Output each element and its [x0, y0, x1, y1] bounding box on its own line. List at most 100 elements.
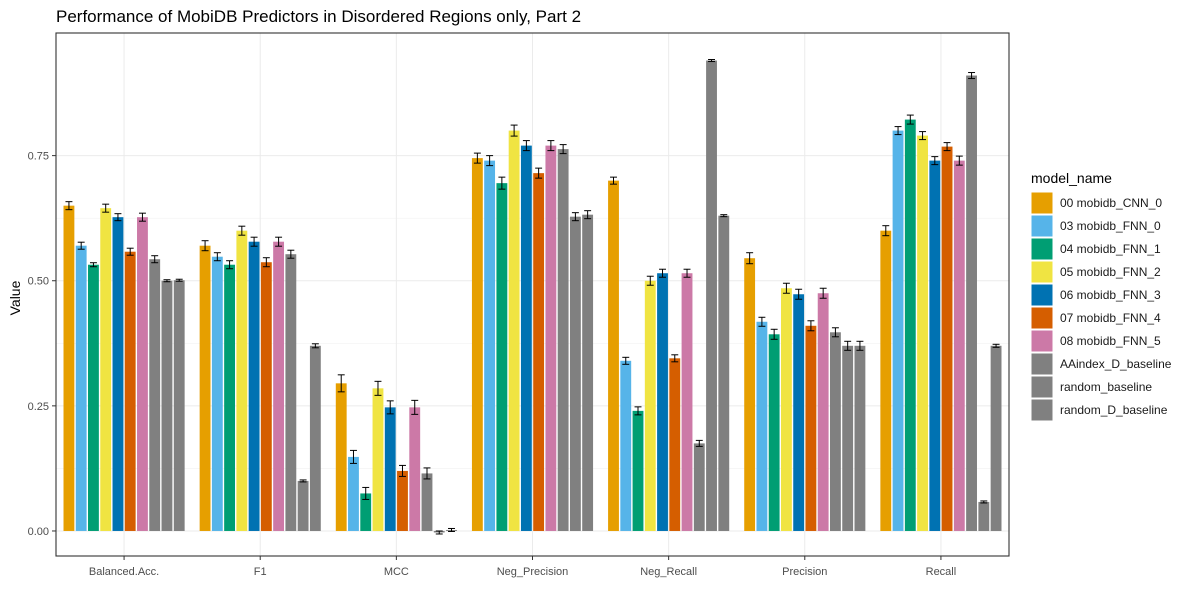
error-bar — [126, 247, 134, 256]
error-bar — [275, 236, 283, 247]
y-tick-label: 0.25 — [28, 401, 49, 413]
error-bar — [795, 288, 803, 300]
bar — [409, 407, 421, 531]
error-bar — [287, 249, 295, 259]
error-bar — [856, 340, 864, 351]
error-bar — [411, 399, 419, 415]
error-bar — [559, 144, 567, 155]
error-bar — [584, 210, 592, 220]
error-bar — [510, 124, 518, 137]
error-bar — [349, 449, 357, 464]
bar — [829, 332, 841, 531]
bar — [496, 183, 508, 531]
error-bar — [671, 354, 679, 363]
error-bar — [151, 255, 159, 264]
error-bar — [522, 140, 530, 152]
error-bar — [968, 72, 976, 80]
error-bar — [486, 155, 494, 167]
bar — [397, 470, 408, 531]
bar — [917, 135, 928, 531]
legend-key — [1030, 306, 1054, 330]
legend-label: 03 mobidb_FNN_0 — [1060, 219, 1161, 233]
axis-layer: 0.00 0.25 0.50 0.75 Balanced.Acc. F1 MCC Neg_Pr… — [28, 32, 1010, 578]
error-bar — [931, 156, 939, 166]
error-bar — [758, 316, 766, 327]
bar — [632, 410, 644, 531]
bar — [941, 146, 953, 531]
bar — [854, 345, 866, 531]
error-bar — [831, 327, 839, 338]
error-bar — [720, 214, 728, 218]
bar — [817, 293, 829, 531]
error-bar — [77, 241, 85, 250]
bar — [75, 245, 87, 531]
error-bar — [844, 340, 852, 351]
y-tick-label: 0.00 — [28, 526, 49, 538]
legend-layer: 00 mobidb_CNN_0 03 mobidb_FNN_0 04 mobidb_… — [1030, 191, 1172, 422]
x-tick-label: Recall — [926, 566, 957, 578]
error-bar — [337, 374, 345, 393]
error-bar — [708, 59, 716, 63]
bar — [904, 119, 916, 531]
error-bar — [992, 343, 1000, 348]
bar — [990, 345, 1002, 531]
bar — [892, 130, 904, 531]
grid-layer — [56, 33, 1009, 556]
error-bar — [374, 380, 382, 396]
legend-label: random_D_baseline — [1060, 403, 1168, 417]
error-bar — [311, 343, 319, 349]
bar — [471, 158, 483, 531]
bar — [978, 501, 990, 531]
error-bar — [770, 328, 778, 340]
legend-key — [1030, 329, 1054, 353]
error-bar — [213, 252, 221, 262]
error-bar — [695, 439, 703, 447]
bar — [793, 294, 805, 531]
bar — [224, 264, 236, 531]
bar — [63, 205, 75, 531]
error-bar — [399, 464, 406, 477]
x-tick-label: Precision — [782, 566, 827, 578]
bar — [582, 214, 594, 531]
legend-key — [1030, 214, 1054, 238]
error-bar — [175, 278, 183, 282]
error-bar — [807, 320, 815, 332]
bar — [112, 217, 124, 531]
bar — [880, 230, 892, 531]
bar — [260, 262, 272, 531]
legend-key — [1030, 283, 1054, 307]
bar — [161, 280, 173, 531]
error-bar — [882, 225, 890, 237]
bar — [569, 216, 581, 531]
bars-layer — [63, 59, 1002, 535]
error-bar — [299, 479, 307, 483]
bar — [768, 334, 780, 531]
error-bar — [163, 279, 171, 283]
bar — [669, 358, 681, 531]
y-axis-label: Value — [7, 280, 23, 315]
bar — [681, 273, 693, 531]
error-bar — [746, 252, 754, 265]
error-bar — [634, 406, 642, 416]
error-bar — [919, 131, 927, 141]
bar — [533, 173, 545, 531]
error-bar — [201, 240, 209, 252]
error-bar — [943, 142, 951, 152]
bar — [780, 288, 792, 531]
bar — [756, 321, 768, 531]
bar — [744, 258, 756, 531]
bar — [372, 388, 384, 531]
bar — [199, 245, 211, 531]
bar — [124, 251, 136, 531]
bar — [149, 259, 161, 531]
error-bar — [362, 486, 370, 500]
legend-label: 08 mobidb_FNN_5 — [1060, 334, 1161, 348]
error-bar — [226, 260, 234, 270]
legend-label: 06 mobidb_FNN_3 — [1060, 288, 1161, 302]
error-bar — [659, 268, 666, 278]
y-tick-label: 0.75 — [28, 151, 49, 163]
legend-label: 04 mobidb_FNN_1 — [1060, 242, 1161, 256]
error-bar — [386, 400, 394, 415]
error-bar — [782, 282, 790, 294]
